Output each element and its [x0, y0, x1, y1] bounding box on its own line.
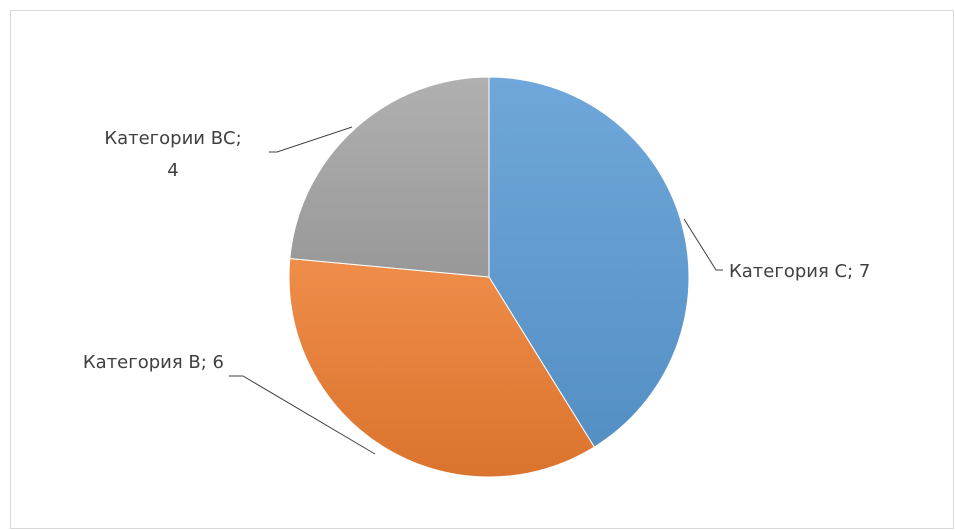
pie-chart: Категория С; 7 Категория В; 6 Категории ВС…	[83, 76, 870, 478]
chart-area: Категория С; 7 Категория В; 6 Категории ВС…	[10, 10, 954, 529]
pie-slice-2	[288, 258, 595, 478]
leader-line-3	[269, 126, 353, 153]
pie-slice-3	[289, 76, 490, 278]
leader-line-1	[683, 218, 723, 271]
data-label-3-line-2: 4	[167, 160, 178, 181]
data-label-3-line-1: Категории ВС;	[104, 128, 241, 149]
data-label-1: Категория С; 7	[729, 261, 870, 282]
pie-slice-1	[488, 76, 690, 448]
leader-line-2	[229, 375, 376, 455]
data-label-2: Категория В; 6	[83, 352, 224, 373]
